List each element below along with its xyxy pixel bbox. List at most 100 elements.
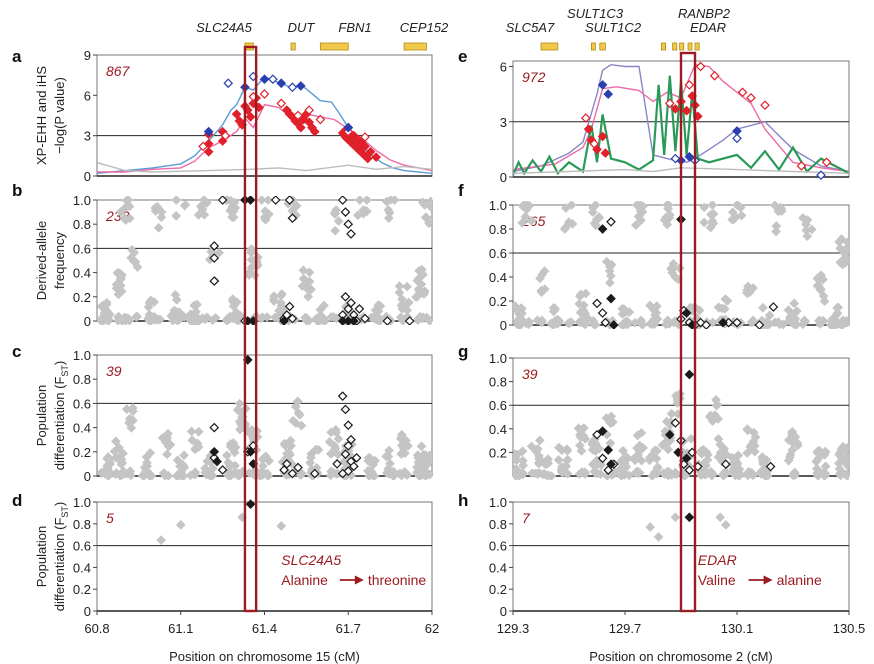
y-tick-label: 0 [500,604,507,619]
grey-point [815,285,826,295]
grey-point [819,296,830,307]
grey-point [153,222,164,233]
panel-d: 0 0.2 0.4 0.6 0.8 1.0 60.8 61.1 61.4 61.7 62 Positi… [12,491,439,664]
plot-area [97,196,432,325]
grey-point [353,210,363,221]
highlight-box-slc24a5 [243,45,258,613]
y-tick-label: 0 [500,170,507,185]
grey-point [576,289,586,300]
gene-box [403,42,427,51]
black-point [681,308,692,318]
black-point [597,224,608,234]
grey-point [562,455,572,466]
grey-point [301,315,312,325]
y-tick-label: 0.2 [73,582,91,597]
red-point [245,111,256,122]
grey-point [199,209,210,220]
grey-point [788,317,799,328]
y-tick-label: 0 [500,318,507,333]
panel-f: 00.20.40.60.81.0f265 [458,181,850,333]
grey-point [130,257,141,267]
gene-box [694,42,700,51]
grey-point [517,218,528,228]
gene-box [687,42,693,51]
y-tick-label: 0.2 [489,294,507,309]
y-tick-label: 0.2 [489,582,507,597]
chart-panels: 0 3 6 9 a 867 XP-EHH and iHS −log(P value) 0 3 6 e 9… [12,45,865,664]
grey-point [180,199,191,210]
red-point [365,146,376,157]
grey-point [630,317,640,328]
black-point [681,453,692,464]
grey-point [605,438,616,449]
grey-point [161,437,171,448]
grey-point [686,433,696,444]
red-point [670,104,681,114]
y-tick-label: 0.6 [73,241,91,256]
red-open-point [709,70,720,81]
black-open-point [281,459,292,469]
grey-point [246,245,257,255]
red-point [597,131,608,142]
grey-point [645,300,655,311]
series-line-grey_line [513,167,849,174]
grey-point [187,435,198,446]
series-line-grey_line [97,161,432,173]
gene-box [599,42,606,51]
blue-point [684,151,695,162]
black-point [212,456,222,467]
grey-point [576,446,587,456]
grey-point [304,276,315,287]
grey-point [836,234,847,244]
red-point [681,105,692,116]
grey-point [617,309,628,319]
grey-point [279,438,290,449]
gene-box [540,42,559,51]
y-tick-label: 1.0 [489,495,507,510]
x-tick-label: 130.1 [721,621,754,636]
grey-point [605,277,615,288]
grey-point [707,317,718,328]
grey-point [229,313,240,324]
grey-point [746,317,757,328]
black-open-point [592,429,602,440]
panel-a: 0 3 6 9 a 867 XP-EHH and iHS −log(P value) [12,47,433,184]
grey-point [326,427,337,438]
grey-point [189,300,200,311]
grey-point [333,433,344,444]
grey-point [179,312,190,322]
grey-point [124,213,135,224]
red-open-point [580,113,591,123]
grey-point [421,468,432,479]
grey-point [696,448,707,459]
grey-point [813,467,824,477]
grey-point [186,426,197,437]
grey-point [764,310,775,321]
grey-point [720,294,731,305]
grey-point [394,287,405,298]
grey-point [150,206,161,216]
grey-point [364,453,375,463]
grey-point [792,306,802,316]
plot-area [97,354,432,480]
y-axis-label-line2: differentiation (FST) [52,502,70,612]
grey-point [587,207,598,218]
grey-point [715,512,726,523]
grey-point [124,413,135,424]
grey-point [418,269,428,280]
black-open-point [340,207,351,217]
grey-point [225,196,236,206]
y-tick-label: 0.6 [489,539,507,554]
grey-point [802,231,813,241]
black-open-point [670,418,681,428]
grey-point [370,455,380,466]
grey-point [748,283,758,293]
grey-point [383,451,394,462]
black-open-point [209,422,220,433]
red-open-point [315,114,326,125]
y-tick-label: 0.4 [73,560,91,575]
grey-point [256,313,267,324]
grey-point [256,196,267,205]
grey-point [556,466,567,477]
